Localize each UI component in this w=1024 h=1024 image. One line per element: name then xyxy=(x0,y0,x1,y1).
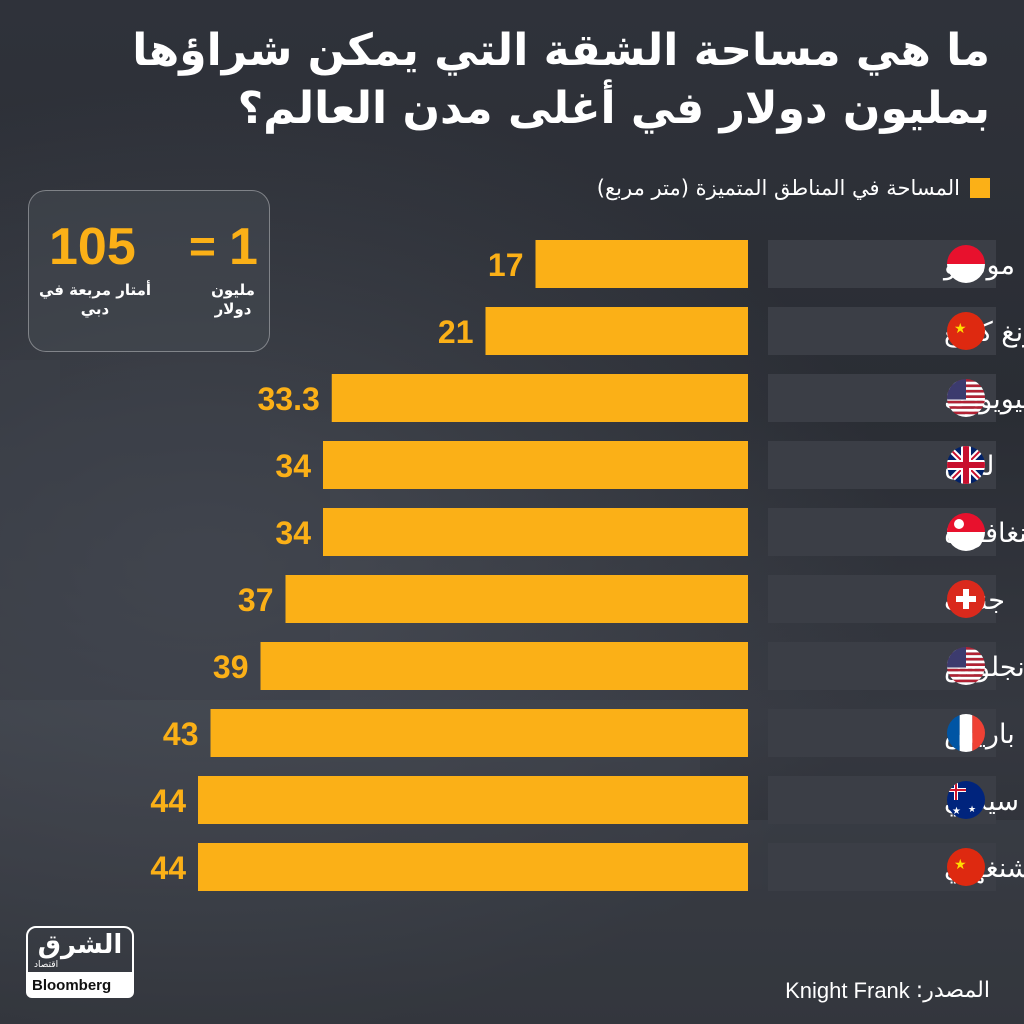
flag-group xyxy=(947,245,985,283)
singapore-flag-icon xyxy=(947,513,985,551)
flag-group xyxy=(947,580,985,618)
logo-subtitle: اقتصاد xyxy=(34,960,59,970)
flag-group xyxy=(947,513,985,551)
value-label: 37 xyxy=(238,582,274,618)
flag-part xyxy=(956,596,976,602)
logo-name: الشرق xyxy=(37,930,123,960)
callout-dubai-label: أمتار مربعة في دبي xyxy=(38,281,152,318)
value-label: 33.3 xyxy=(257,381,319,417)
flag-part xyxy=(947,676,985,680)
france-flag-icon xyxy=(947,714,985,752)
monaco-flag-icon xyxy=(947,245,985,283)
flag-group xyxy=(947,446,985,484)
uk-flag-icon xyxy=(947,446,985,484)
flag-part xyxy=(955,781,957,800)
flag-part xyxy=(947,411,985,415)
bar xyxy=(535,240,748,288)
legend-swatch xyxy=(970,178,990,198)
usa-flag-icon xyxy=(947,379,985,417)
asharq-bloomberg-logo: الشرق اقتصاد Bloomberg xyxy=(26,926,136,1000)
flag-part xyxy=(947,674,985,677)
logo-partner-bar xyxy=(26,974,134,998)
value-label: 44 xyxy=(150,850,186,886)
china-flag-icon: ★ xyxy=(947,312,985,350)
source-note: المصدر: Knight Frank xyxy=(785,978,990,1004)
bar xyxy=(285,575,748,623)
value-label: 43 xyxy=(163,716,199,752)
flag-group: ★★ xyxy=(947,781,985,819)
source-label: المصدر: xyxy=(915,978,990,1003)
bar xyxy=(198,843,748,891)
flag-part xyxy=(947,668,985,672)
flag-part: ★ xyxy=(952,806,961,817)
flag-group xyxy=(947,379,985,417)
flag-part xyxy=(947,403,985,407)
flag-part xyxy=(947,400,985,404)
flag-part xyxy=(947,414,985,417)
flag-group: ★ xyxy=(947,312,985,350)
value-label: 44 xyxy=(150,783,186,819)
chart-title: ما هي مساحة الشقة التي يمكن شراؤها بمليو… xyxy=(132,25,990,134)
flag-part xyxy=(947,848,985,886)
switzerland-flag-icon xyxy=(947,580,985,618)
flag-part xyxy=(954,519,964,529)
bar xyxy=(331,374,748,422)
value-label: 34 xyxy=(275,515,311,551)
legend-label: المساحة في المناطق المتميزة (متر مربع) xyxy=(596,176,960,200)
china-flag-icon: ★ xyxy=(947,848,985,886)
callout-million-label: مليون دولار xyxy=(211,281,255,318)
callout-million-number: 1 xyxy=(229,218,258,276)
dubai-callout: 1 = 105 مليون دولار أمتار مربعة في دبي xyxy=(28,190,270,352)
flag-part: ★ xyxy=(954,321,967,337)
flag-part xyxy=(947,245,985,264)
australia-flag-icon: ★★ xyxy=(947,781,985,819)
bar xyxy=(485,307,748,355)
flag-part xyxy=(947,671,985,675)
value-label: 21 xyxy=(438,314,474,350)
value-label: 39 xyxy=(213,649,249,685)
flag-part xyxy=(947,406,985,409)
flag-part xyxy=(947,714,960,752)
bar xyxy=(198,776,748,824)
flag-part xyxy=(947,682,985,685)
flag-part xyxy=(947,312,985,350)
flag-part: ★ xyxy=(954,857,967,873)
flag-part xyxy=(947,781,985,819)
flag-part xyxy=(947,679,985,683)
bar xyxy=(323,441,748,489)
legend: المساحة في المناطق المتميزة (متر مربع) xyxy=(597,176,990,200)
bar xyxy=(210,709,748,757)
flag-part xyxy=(959,714,973,752)
flag-part xyxy=(947,408,985,412)
usa-flag-icon xyxy=(947,647,985,685)
callout-equals-sign: = xyxy=(189,220,216,272)
logo-frame xyxy=(26,926,134,974)
flag-part: ★ xyxy=(968,805,976,815)
bar xyxy=(323,508,748,556)
flag-part xyxy=(972,714,985,752)
flag-part xyxy=(947,264,985,283)
callout-dubai-number: 105 xyxy=(49,218,136,276)
flag-group: ★ xyxy=(947,848,985,886)
value-label: 34 xyxy=(275,448,311,484)
value-label: 17 xyxy=(488,247,524,283)
flag-group xyxy=(947,714,985,752)
flag-part xyxy=(947,532,985,551)
flag-group xyxy=(947,647,985,685)
bar xyxy=(260,642,748,690)
logo-partner-name: Bloomberg xyxy=(32,977,112,994)
source-value: Knight Frank xyxy=(785,978,910,1003)
flag-part xyxy=(947,462,985,468)
